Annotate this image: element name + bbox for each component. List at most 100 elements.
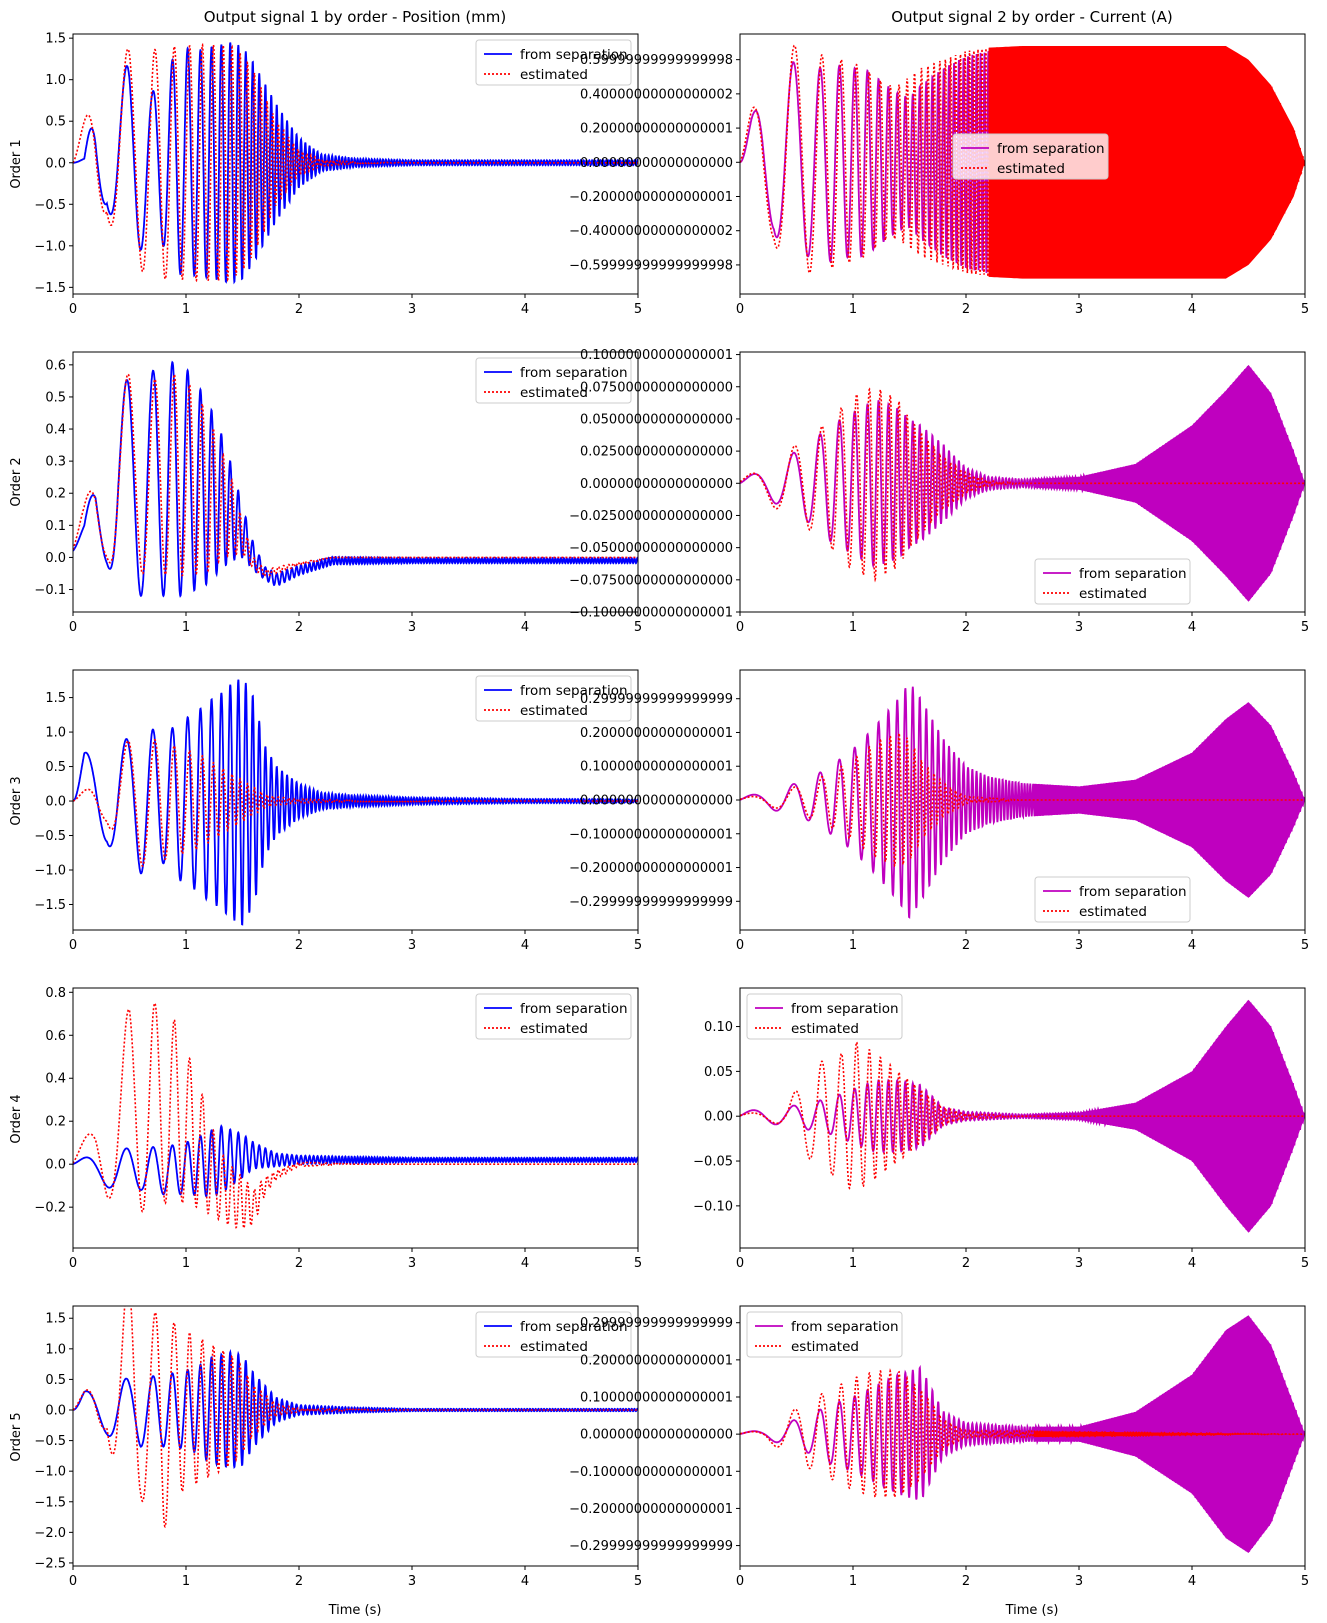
x-tick-label: 5 [634, 938, 642, 953]
axes-frame [739, 1305, 1306, 1567]
y-tick-label: 0.29999999999999999 [580, 1316, 733, 1331]
left-column-title: Output signal 1 by order - Position (mm) [204, 8, 507, 26]
x-tick-label: 0 [69, 1256, 77, 1271]
y-tick-label: −0.10000000000000001 [569, 1465, 733, 1480]
x-tick-label: 0 [736, 1256, 744, 1271]
legend-entry-label: estimated [520, 1339, 588, 1355]
x-tick-label: 4 [521, 302, 529, 317]
plot-area [73, 360, 638, 598]
right-column-title: Output signal 2 by order - Current (A) [891, 8, 1173, 26]
y-tick-label: −1.5 [34, 898, 66, 913]
x-axis-label-right: Time (s) [1005, 1603, 1059, 1618]
x-tick-label: 0 [69, 938, 77, 953]
legend-box [475, 39, 632, 86]
y-tick-label: 0.00000000000000000 [580, 156, 733, 171]
y-tick-label: −0.02500000000000000 [569, 509, 733, 524]
subplot-order-5-col-1: 0 1 2 3 4 5 −2.5 −2.0 −1.5 −1.0 −0.5 0.0 0.5 1.0 1.5 fr… [34, 1305, 642, 1589]
legend-entry-label: estimated [1079, 586, 1147, 602]
subplot-grid: 0 1 2 3 4 5 −1.5 −1.0 −0.5 0.0 0.5 1.0 1.5 from separ… [34, 32, 1309, 1589]
x-tick-label: 3 [408, 302, 416, 317]
subplot-order-3-col-2: 0 1 2 3 4 5 −0.29999999999999999 −0.20000000000… [569, 669, 1309, 953]
y-tick-label: 0.10000000000000001 [580, 760, 733, 775]
plot-area [740, 1315, 1305, 1553]
series-estimated-line [740, 732, 1305, 867]
y-tick-label: −0.59999999999999998 [569, 258, 733, 273]
x-tick-label: 0 [69, 620, 77, 635]
y-tick-label: 0.0 [45, 1158, 66, 1173]
x-tick-label: 2 [962, 302, 970, 317]
legend-entry-label: from separation [791, 1319, 899, 1335]
x-tick-label: 1 [182, 1574, 190, 1589]
y-tick-label: 0.5 [45, 115, 66, 130]
x-tick-label: 3 [408, 938, 416, 953]
x-tick-label: 5 [1301, 938, 1309, 953]
series-envelope-band [1033, 364, 1305, 602]
legend: from separation estimated [475, 993, 632, 1040]
x-tick-label: 0 [736, 620, 744, 635]
y-tick-label: −0.40000000000000002 [569, 224, 733, 239]
axes-frame [72, 33, 639, 295]
subplot-order-2-col-1: 0 1 2 3 4 5 −0.1 0.0 0.1 0.2 0.3 0.4 0.5 0.6 from sepa… [34, 351, 642, 635]
y-tick-label: −0.5 [34, 198, 66, 213]
subplot-order-3-col-1: 0 1 2 3 4 5 −1.5 −1.0 −0.5 0.0 0.5 1.0 1.5 from separ… [34, 669, 642, 953]
y-tick-label: 0.07500000000000000 [580, 380, 733, 395]
legend: from separation estimated [1034, 876, 1191, 923]
legend-entry-label: estimated [520, 67, 588, 83]
y-tick-label: 0.29999999999999999 [580, 692, 733, 707]
y-tick-label: −0.10000000000000001 [569, 827, 733, 842]
x-tick-label: 2 [962, 620, 970, 635]
x-tick-label: 4 [1188, 1574, 1196, 1589]
legend-entry-label: estimated [520, 385, 588, 401]
x-tick-label: 2 [962, 1574, 970, 1589]
x-tick-label: 5 [1301, 302, 1309, 317]
row-label-order-5: Order 5 [9, 1412, 24, 1461]
row-label-order-1: Order 1 [9, 139, 24, 188]
y-tick-label: −0.05 [693, 1155, 733, 1170]
subplot-order-4-col-2: 0 1 2 3 4 5 −0.10 −0.05 0.00 0.05 0.10 from separat… [693, 987, 1309, 1271]
legend-entry-label: estimated [791, 1021, 859, 1037]
y-tick-label: 0.5 [45, 390, 66, 405]
series-envelope-band [988, 46, 1305, 279]
x-tick-label: 3 [408, 1256, 416, 1271]
y-tick-label: −0.5 [34, 1434, 66, 1449]
legend-entry-label: estimated [997, 161, 1065, 177]
x-tick-label: 2 [295, 938, 303, 953]
y-tick-label: −2.0 [34, 1526, 66, 1541]
y-tick-label: 0.20000000000000001 [580, 1353, 733, 1368]
y-tick-label: 0.0 [45, 551, 66, 566]
y-tick-label: −1.0 [34, 239, 66, 254]
x-tick-label: 5 [634, 1256, 642, 1271]
x-tick-label: 3 [1075, 938, 1083, 953]
y-tick-label: −0.20000000000000001 [569, 861, 733, 876]
series-estimated-line [73, 373, 638, 577]
x-tick-label: 0 [736, 1574, 744, 1589]
x-tick-label: 4 [1188, 620, 1196, 635]
row-label-order-3: Order 3 [9, 776, 24, 825]
y-tick-label: 0.02500000000000000 [580, 445, 733, 460]
x-tick-label: 5 [1301, 1256, 1309, 1271]
subplot-order-1-col-2: 0 1 2 3 4 5 −0.59999999999999998 −0.40000000000… [569, 33, 1309, 317]
plot-area [740, 686, 1305, 919]
x-tick-label: 4 [521, 938, 529, 953]
x-tick-label: 1 [849, 620, 857, 635]
series-from-separation-line [73, 1124, 638, 1198]
x-tick-label: 2 [962, 938, 970, 953]
legend-entry-label: estimated [520, 1021, 588, 1037]
legend: from separation estimated [475, 357, 632, 404]
legend-entry-label: from separation [520, 47, 628, 63]
subplot-order-4-col-1: 0 1 2 3 4 5 −0.2 0.0 0.2 0.4 0.6 0.8 from separation… [34, 986, 642, 1271]
legend-entry-label: estimated [791, 1339, 859, 1355]
y-tick-label: 1.5 [45, 1312, 66, 1327]
y-tick-label: 0.4 [45, 423, 66, 438]
x-tick-label: 2 [962, 1256, 970, 1271]
plot-area [740, 364, 1305, 602]
y-tick-label: 0.6 [45, 1029, 66, 1044]
plot-area [73, 679, 638, 926]
legend-entry-label: from separation [520, 1319, 628, 1335]
y-tick-label: 0.0 [45, 795, 66, 810]
legend-box [475, 993, 632, 1040]
x-tick-label: 0 [736, 938, 744, 953]
y-tick-label: −0.20000000000000001 [569, 190, 733, 205]
y-tick-label: 0.10 [704, 1020, 733, 1035]
